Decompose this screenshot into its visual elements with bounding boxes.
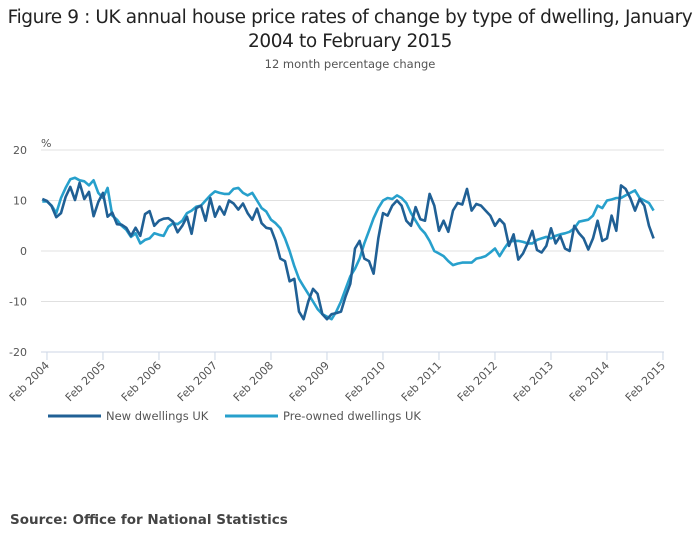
x-axis: Feb 2004 Feb 2005 Feb 2006 Feb 2007 Feb 2008…	[7, 351, 668, 404]
y-tick-label: 10	[13, 195, 27, 208]
x-tick-label: Feb 2009	[287, 359, 332, 404]
x-tick-label: Feb 2014	[567, 359, 612, 404]
x-tick-label: Feb 2007	[175, 359, 220, 404]
chart-subtitle: 12 month percentage change	[264, 57, 436, 71]
y-axis: 20 10 0 -10 -20	[9, 144, 27, 359]
x-tick-label: Feb 2006	[119, 359, 164, 404]
x-tick-label: Feb 2005	[63, 359, 108, 404]
legend-label: Pre-owned dwellings UK	[283, 409, 421, 423]
series-lines	[41, 176, 655, 321]
x-tick-label: Feb 2012	[455, 359, 500, 404]
y-tick-label: -20	[9, 346, 27, 359]
source-note: Source: Office for National Statistics	[10, 512, 288, 528]
legend-item[interactable]: New dwellings UK	[48, 409, 209, 423]
x-tick-label: Feb 2010	[343, 359, 388, 404]
legend-label: New dwellings UK	[106, 409, 209, 423]
y-tick-label: 20	[13, 144, 27, 157]
x-tick-label: Feb 2013	[511, 359, 556, 404]
gridlines	[41, 149, 664, 302]
y-tick-label: -10	[9, 296, 27, 309]
chart-title: Figure 9 : UK annual house price rates o…	[7, 7, 693, 52]
x-tick-label: Feb 2015	[623, 359, 668, 404]
x-tick-label: Feb 2008	[231, 359, 276, 404]
y-tick-label: 0	[20, 245, 27, 258]
series-line-pre-owned-dwellings-uk	[42, 176, 655, 321]
legend: New dwellings UK Pre-owned dwellings UK	[48, 409, 421, 423]
series-line-new-dwellings-uk	[41, 181, 655, 321]
x-tick-label: Feb 2011	[399, 359, 444, 404]
x-tick-label: Feb 2004	[7, 359, 52, 404]
legend-item[interactable]: Pre-owned dwellings UK	[225, 409, 421, 423]
y-axis-unit-label: %	[41, 137, 51, 150]
